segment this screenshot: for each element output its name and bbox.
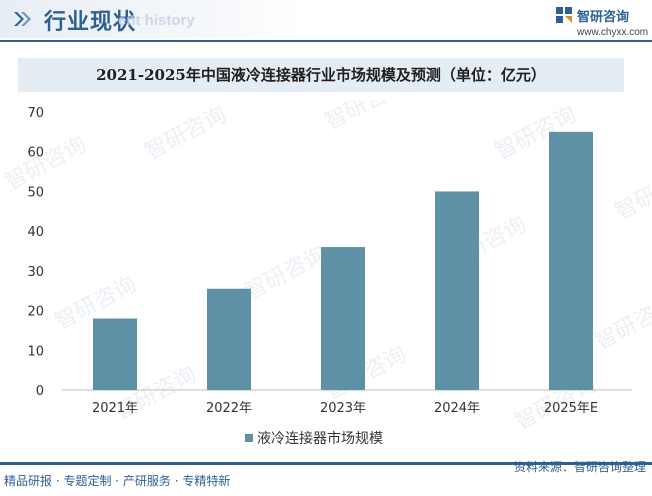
footer-services: 精品研报 · 专题定制 · 产研服务 · 专精特新: [4, 474, 231, 488]
brand-url: www.chyxx.com: [577, 27, 649, 38]
double-chevron-icon: [14, 12, 31, 26]
y-tick-label: 0: [36, 384, 44, 399]
legend-swatch: [245, 434, 253, 442]
bar: [435, 191, 479, 390]
x-tick-label: 2023年: [320, 401, 366, 416]
header-divider: [0, 40, 652, 42]
x-tick-label: 2024年: [434, 401, 480, 416]
watermark-text: 智研咨询: [591, 292, 652, 355]
y-axis-ticks: 0 10 20 30 40 50 60 70: [27, 106, 44, 399]
brand-mark-icon: [556, 7, 572, 23]
y-tick-label: 10: [27, 344, 44, 359]
y-tick-label: 40: [27, 225, 44, 240]
watermark-text: 智研咨询: [241, 242, 330, 305]
watermark-text: 智研咨询: [321, 100, 410, 135]
brand-name: 智研咨询: [577, 10, 630, 25]
watermark-text: 智研咨询: [611, 162, 652, 225]
chart-title-bar: 2021-2025年中国液冷连接器行业市场规模及预测（单位：亿元）: [18, 58, 624, 92]
bar: [93, 318, 137, 390]
bars: [93, 131, 593, 390]
watermark-text: 智研咨询: [1, 132, 90, 195]
footer-divider: [0, 462, 652, 465]
y-tick-label: 60: [27, 146, 44, 161]
y-tick-label: 70: [27, 106, 44, 121]
page-header: 行业现状 ent history: [0, 0, 652, 46]
watermark-text: 智研咨询: [141, 102, 230, 165]
header-band: [0, 0, 300, 38]
brand-logo: 智研咨询 www.chyxx.com: [556, 6, 649, 42]
y-tick-label: 30: [27, 265, 44, 280]
legend-label: 液冷连接器市场规模: [257, 430, 383, 447]
x-tick-label: 2021年: [92, 401, 138, 416]
chart-title: 2021-2025年中国液冷连接器行业市场规模及预测（单位：亿元）: [96, 66, 546, 84]
x-tick-label: 2025年E: [544, 401, 598, 416]
bar: [549, 131, 593, 390]
footer-source: 资料来源：智研咨询整理: [513, 460, 646, 474]
section-title: 行业现状: [44, 10, 137, 35]
section-subtitle-ghost: ent history: [118, 12, 195, 29]
y-tick-label: 20: [27, 305, 44, 320]
y-tick-label: 50: [27, 185, 44, 200]
x-axis-ticks: 2021年 2022年 2023年 2024年 2025年E: [92, 401, 598, 416]
x-tick-label: 2022年: [206, 401, 252, 416]
bar: [207, 288, 251, 390]
bar: [321, 247, 365, 390]
legend: 液冷连接器市场规模: [245, 430, 383, 447]
